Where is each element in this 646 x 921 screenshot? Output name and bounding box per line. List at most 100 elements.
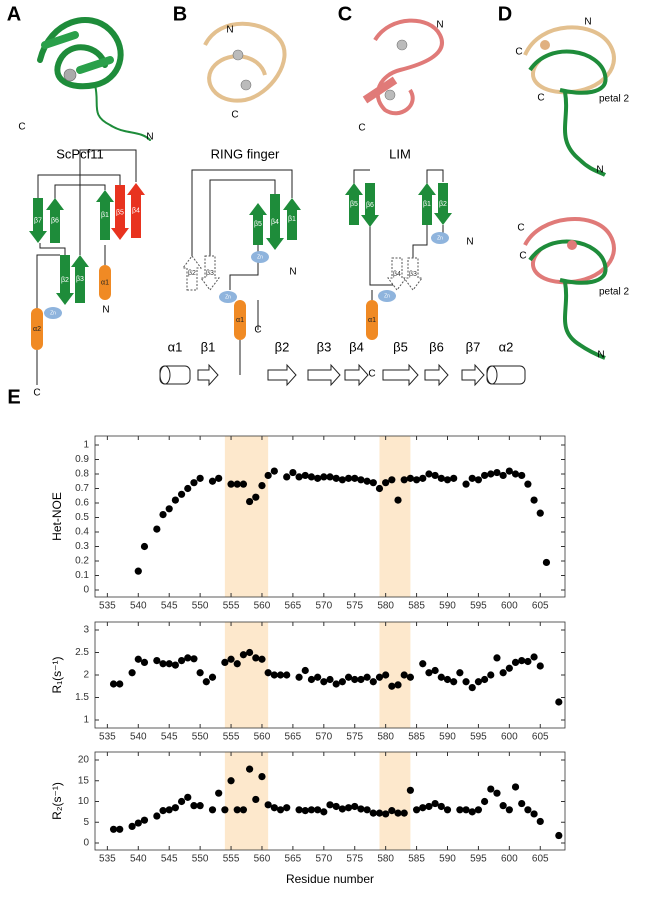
zinc-site <box>431 232 449 244</box>
data-point <box>530 653 538 661</box>
terminus-label: C <box>33 388 40 399</box>
strand-arrow <box>197 363 219 387</box>
data-point <box>171 804 179 812</box>
data-point <box>536 817 544 826</box>
terminus-label: N <box>102 305 109 316</box>
x-tick-label: 535 <box>99 601 116 612</box>
data-point <box>431 799 439 808</box>
x-tick-label: 540 <box>130 732 147 743</box>
panel-title: RING finger <box>211 146 280 161</box>
x-tick-label: 575 <box>346 732 363 743</box>
secondary-structure-label: β7 <box>466 339 481 354</box>
data-point <box>233 480 241 488</box>
data-point <box>221 806 229 814</box>
x-tick-label: 575 <box>346 854 363 865</box>
x-tick-label: 580 <box>377 601 394 612</box>
data-point <box>246 765 254 773</box>
helix-label: α2 <box>33 326 41 333</box>
y-tick-label: 0.7 <box>75 483 89 494</box>
secondary-structure-label: β2 <box>275 339 290 354</box>
x-tick-label: 580 <box>377 854 394 865</box>
x-tick-label: 605 <box>532 732 549 743</box>
data-point <box>481 797 489 806</box>
data-point <box>388 682 396 690</box>
data-point <box>400 671 408 679</box>
structure-label: N <box>226 25 233 36</box>
data-point <box>505 806 513 814</box>
data-point <box>301 807 309 815</box>
data-point <box>283 671 291 679</box>
data-point <box>542 558 551 567</box>
data-point <box>307 806 316 814</box>
structure-label: C <box>18 122 25 133</box>
helix <box>234 300 246 340</box>
data-point <box>140 542 149 551</box>
structure-label: N <box>436 20 443 31</box>
data-point <box>184 793 192 801</box>
data-point <box>344 673 353 681</box>
x-tick-label: 555 <box>223 732 240 743</box>
data-point <box>252 795 260 804</box>
strand-label: β3 <box>409 271 417 278</box>
data-point <box>221 658 229 667</box>
data-point <box>239 806 248 814</box>
data-point <box>344 804 353 812</box>
data-point <box>140 816 149 824</box>
data-point <box>450 474 458 482</box>
data-point <box>462 480 470 488</box>
strand-label: β4 <box>271 219 279 226</box>
data-point <box>419 804 427 812</box>
helix-label: α1 <box>368 317 376 324</box>
data-point <box>524 480 532 488</box>
y-tick-label: 0.9 <box>75 454 89 465</box>
x-tick-label: 535 <box>99 854 116 865</box>
x-tick-label: 580 <box>377 732 394 743</box>
strand-arrow <box>29 198 47 243</box>
x-tick-label: 605 <box>532 601 549 612</box>
helix-label: α1 <box>101 279 109 286</box>
x-tick-label: 585 <box>408 854 425 865</box>
data-point <box>326 473 334 481</box>
zinc-label: Zn <box>384 293 390 299</box>
data-point <box>536 662 544 670</box>
x-axis-label: Residue number <box>286 872 374 886</box>
strand-label: β5 <box>116 209 124 216</box>
strand-arrow <box>266 194 284 250</box>
data-point <box>400 809 408 817</box>
zinc-site <box>251 251 269 263</box>
data-point <box>264 471 272 480</box>
data-point <box>363 477 371 485</box>
secondary-structure-label: β5 <box>393 339 408 354</box>
y-tick-label: 20 <box>78 755 90 766</box>
data-point <box>301 666 309 675</box>
data-point <box>283 473 291 481</box>
data-point <box>357 675 365 684</box>
strand-label: β1 <box>101 212 109 219</box>
x-tick-label: 600 <box>501 854 518 865</box>
data-point <box>190 655 198 663</box>
y-tick-label: 0.4 <box>75 527 89 538</box>
data-point <box>431 666 439 675</box>
x-tick-label: 540 <box>130 601 147 612</box>
data-point <box>425 669 433 677</box>
x-tick-label: 595 <box>470 601 487 612</box>
terminus-label: C <box>368 369 375 380</box>
strand-label: β4 <box>132 207 140 214</box>
secondary-structure-label: β3 <box>317 339 332 354</box>
data-point <box>215 474 223 482</box>
data-point <box>511 783 520 791</box>
data-point <box>208 806 217 814</box>
strand-arrow <box>249 203 267 245</box>
y-tick-label: 0.5 <box>75 512 89 523</box>
data-point <box>419 660 427 668</box>
data-point <box>177 657 186 665</box>
helix <box>366 300 378 340</box>
data-point <box>314 673 322 681</box>
data-point <box>326 675 334 684</box>
y-tick-label: 1.5 <box>75 692 89 703</box>
structure-label: C <box>519 251 526 262</box>
data-point <box>208 673 217 681</box>
data-point <box>165 505 173 513</box>
panel-title: LIM <box>389 146 411 161</box>
data-point <box>332 474 340 482</box>
